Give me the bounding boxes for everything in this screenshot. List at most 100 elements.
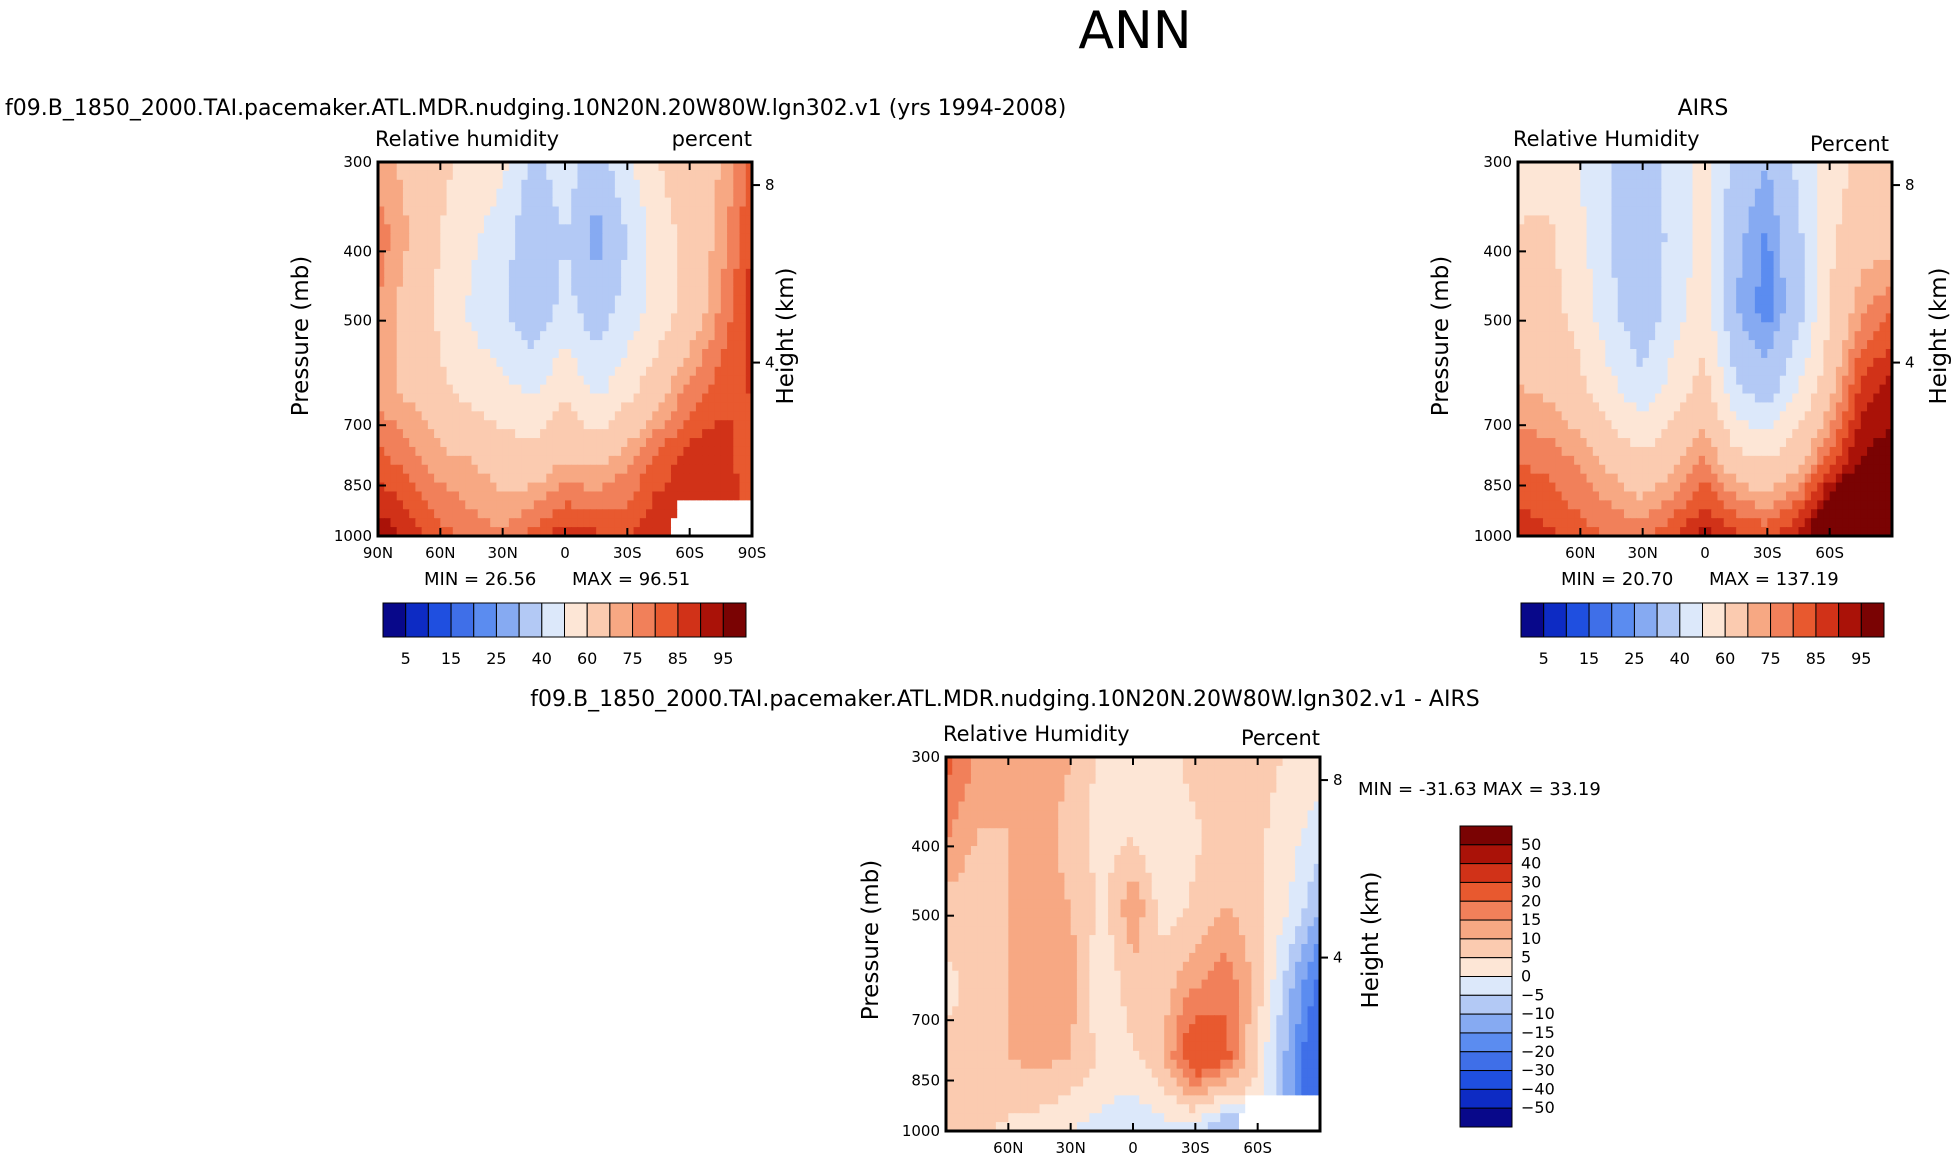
model-cell (583, 464, 591, 475)
obs-cell (1835, 286, 1843, 297)
model-cell (708, 313, 716, 323)
model-cell (415, 429, 423, 439)
model-cell (558, 295, 566, 306)
obs-cell (1705, 509, 1712, 519)
model-cell (739, 233, 747, 243)
obs-cell (1667, 411, 1675, 421)
obs-cell (1705, 233, 1712, 243)
model-cell (452, 411, 460, 421)
obs-cell (1655, 500, 1662, 510)
model-cell (402, 242, 410, 252)
model-cell (733, 500, 741, 510)
model-cell (434, 393, 441, 404)
obs-cell (1717, 259, 1725, 270)
obs-cell (1592, 420, 1600, 430)
model-cell (502, 357, 510, 368)
model-cell (627, 491, 635, 501)
model-cell (409, 162, 416, 172)
model-cell (733, 304, 741, 314)
obs-cell (1873, 331, 1881, 341)
model-cell (459, 384, 466, 395)
model-cell (540, 375, 547, 386)
obs-cell (1885, 473, 1893, 484)
obs-cell (1599, 286, 1606, 297)
obs-cell (1667, 473, 1675, 484)
obs-cell (1642, 473, 1650, 484)
obs-cell (1574, 295, 1581, 306)
obs-cell (1574, 402, 1581, 412)
model-cell (583, 197, 591, 208)
model-cell (378, 509, 385, 519)
obs-cell (1779, 188, 1787, 199)
model-cell (427, 268, 435, 279)
obs-cell (1748, 411, 1756, 421)
model-cell (384, 188, 392, 199)
obs-cell (1605, 491, 1613, 501)
model-cell (739, 224, 747, 234)
model-cell (452, 340, 460, 350)
obs-cell (1623, 482, 1631, 493)
obs-cell (1867, 179, 1874, 190)
obs-cell (1867, 366, 1874, 377)
obs-cell (1754, 393, 1762, 404)
obs-cell (1885, 384, 1893, 395)
obs-cell (1555, 331, 1563, 341)
model-cell (483, 331, 491, 341)
obs-cell (1667, 446, 1675, 457)
model-cell (496, 402, 504, 412)
model-cell (533, 242, 541, 252)
obs-cell (1792, 268, 1800, 279)
model-cell (714, 375, 722, 386)
obs-cell (1810, 446, 1818, 457)
model-cell (733, 384, 741, 395)
obs-cell (1599, 518, 1606, 528)
obs-cell (1754, 340, 1762, 350)
model-cell (739, 277, 747, 288)
obs-cell (1642, 197, 1650, 208)
obs-cell (1705, 206, 1712, 217)
obs-cell (1623, 518, 1631, 528)
obs-cell (1860, 393, 1868, 404)
diff-y2-axis-label: Height (km) (1358, 871, 1384, 1008)
obs-cell (1599, 446, 1606, 457)
obs-cell (1873, 482, 1881, 493)
obs-cell (1835, 375, 1843, 386)
obs-cell (1873, 491, 1881, 501)
model-cell (384, 464, 392, 475)
obs-cell (1673, 268, 1681, 279)
obs-cell (1754, 322, 1762, 332)
model-cell (471, 491, 479, 501)
model-cell (608, 429, 616, 439)
model-cell (540, 518, 547, 528)
model-cell (421, 268, 429, 279)
model-cell (689, 295, 697, 306)
model-cell (459, 277, 466, 288)
obs-cell (1711, 295, 1719, 306)
model-cell (533, 357, 541, 368)
obs-cell (1854, 429, 1862, 439)
obs-cell (1873, 206, 1881, 217)
model-cell (583, 170, 591, 181)
model-cell (683, 438, 691, 448)
model-cell (452, 197, 460, 208)
obs-cell (1867, 170, 1874, 181)
model-cell (540, 162, 547, 172)
obs-cell (1555, 242, 1563, 252)
model-cell (427, 179, 435, 190)
obs-cell (1605, 464, 1613, 475)
model-cell (527, 188, 535, 199)
obs-cell (1779, 482, 1787, 493)
model-cell (471, 509, 479, 519)
obs-cell (1673, 500, 1681, 510)
obs-cell (1667, 268, 1675, 279)
obs-cell (1567, 242, 1575, 252)
obs-cell (1823, 188, 1831, 199)
obs-cell (1717, 322, 1725, 332)
model-cell (471, 259, 479, 270)
obs-cell (1630, 197, 1638, 208)
obs-cell (1549, 268, 1556, 279)
obs-cell (1854, 277, 1862, 288)
obs-cell (1518, 473, 1525, 484)
obs-cell (1561, 322, 1569, 332)
model-cell (396, 357, 404, 368)
